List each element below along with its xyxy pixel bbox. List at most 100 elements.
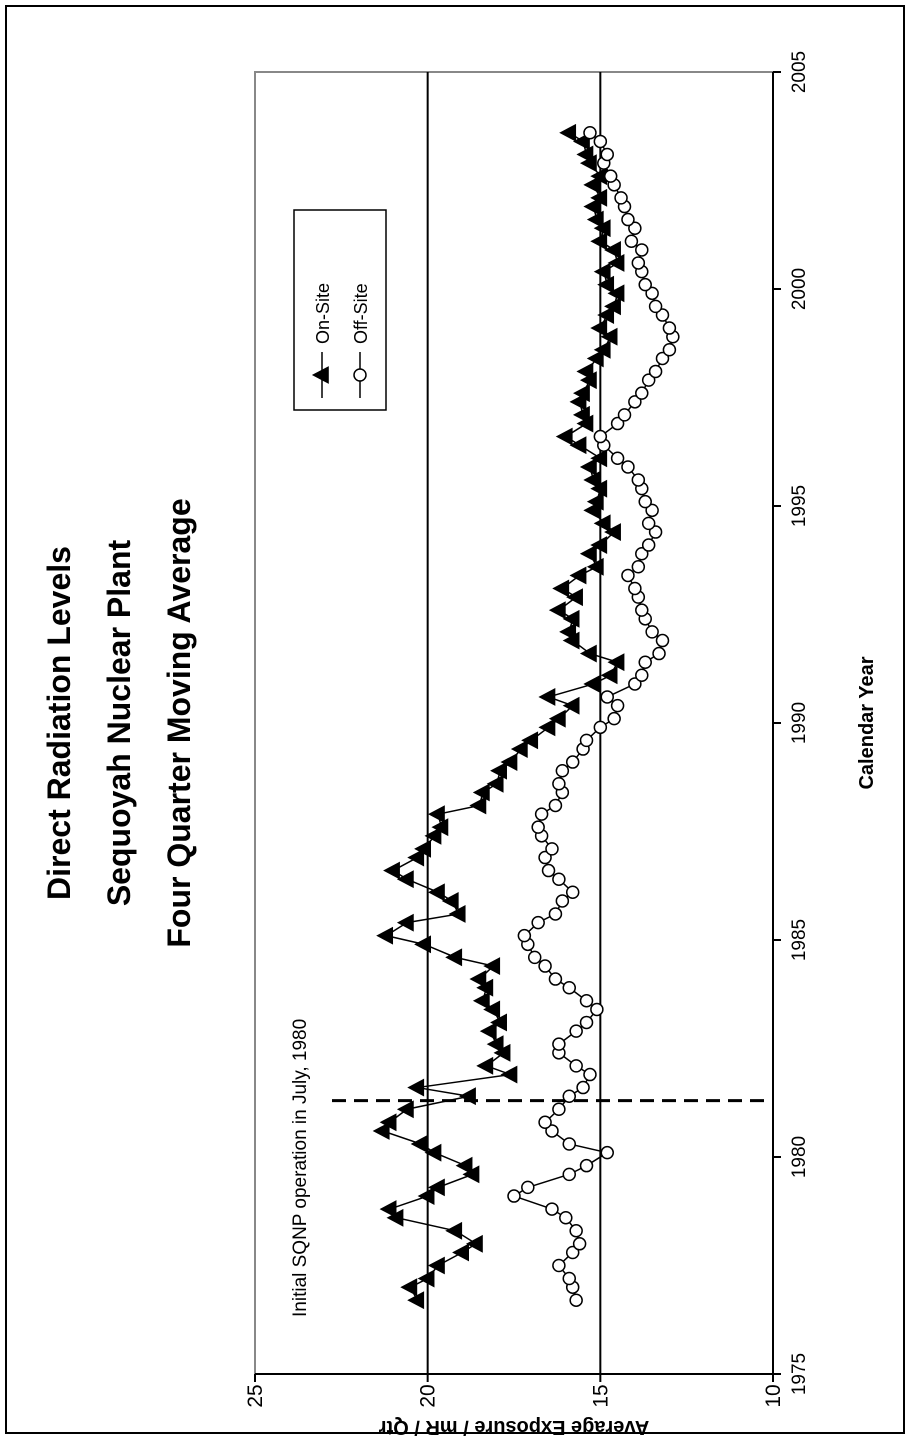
- off-site-point: [552, 872, 566, 886]
- on-site-point: [593, 514, 611, 533]
- on-site-point: [583, 471, 601, 489]
- chart-title: Direct Radiation Levels Sequoyah Nuclear …: [41, 498, 197, 947]
- on-site-point: [607, 284, 625, 303]
- on-site-point: [417, 1187, 435, 1205]
- off-site-point: [655, 351, 670, 366]
- off-site-point: [655, 633, 670, 648]
- off-site-point: [600, 147, 614, 162]
- on-site-point: [441, 892, 459, 910]
- on-site-point: [590, 536, 608, 554]
- off-site-point: [648, 525, 663, 539]
- off-site-point: [641, 516, 656, 531]
- on-site-point: [579, 544, 597, 563]
- on-site-point: [562, 609, 580, 628]
- on-site-point: [414, 935, 432, 954]
- axis-labels: Calendar Year Average Exposure / mR / Qtr: [379, 656, 878, 1438]
- on-site-point: [407, 1291, 425, 1310]
- on-site-point: [424, 1143, 442, 1162]
- off-site-point: [565, 755, 580, 769]
- on-site-point: [586, 210, 604, 229]
- on-site-point: [379, 1113, 397, 1132]
- off-site-series: [507, 126, 680, 1307]
- off-site-point: [534, 807, 549, 821]
- off-site-point: [628, 395, 642, 409]
- on-site-point: [448, 905, 466, 923]
- on-site-point: [445, 1221, 463, 1240]
- y-tick-label: 25: [244, 1384, 267, 1407]
- x-tick-label: 1980: [789, 1136, 810, 1178]
- on-site-point: [590, 449, 608, 468]
- on-site-point: [590, 188, 608, 207]
- off-site-point: [607, 711, 621, 726]
- legend: On-Site Off-Site: [293, 209, 387, 411]
- on-site-point: [559, 622, 577, 641]
- off-site-point: [579, 994, 594, 1008]
- off-site-point: [645, 503, 659, 518]
- off-site-point: [593, 134, 608, 149]
- y-axis-title: Average Exposure / mR / Qtr: [379, 1416, 650, 1438]
- off-site-point: [621, 460, 635, 474]
- off-site-point: [638, 277, 652, 292]
- annotation-text: Initial SQNP operation in July, 1980: [290, 1019, 311, 1317]
- off-site-point: [662, 321, 677, 335]
- off-site-point: [648, 364, 663, 379]
- on-site-point: [579, 458, 597, 476]
- on-site-point: [396, 913, 414, 932]
- off-site-point: [531, 820, 545, 834]
- legend-label: On-Site: [313, 283, 333, 344]
- off-site-point: [565, 885, 580, 900]
- on-site-point: [600, 327, 618, 346]
- off-site-point: [541, 863, 556, 878]
- off-site-point: [610, 698, 625, 713]
- chart-title-line: Four Quarter Moving Average: [161, 498, 197, 947]
- off-site-point: [572, 1237, 587, 1251]
- on-site-point: [383, 861, 400, 880]
- on-site-point: [604, 297, 621, 316]
- off-site-point: [579, 1158, 594, 1173]
- on-site-point: [590, 232, 608, 251]
- on-site-point: [548, 709, 566, 728]
- off-site-point: [631, 256, 646, 270]
- on-site-point: [510, 740, 528, 758]
- on-site-point: [590, 319, 608, 337]
- off-site-point: [545, 842, 559, 856]
- on-site-point: [452, 1243, 469, 1262]
- on-site-point: [472, 991, 490, 1010]
- y-tick-label: 20: [417, 1384, 440, 1407]
- off-site-point: [565, 1245, 580, 1260]
- on-site-point: [559, 123, 577, 142]
- on-site-point: [424, 826, 442, 845]
- x-tick-label: 1995: [789, 485, 810, 527]
- off-site-point: [593, 429, 608, 444]
- off-site-point: [552, 777, 566, 791]
- off-site-point: [600, 690, 614, 704]
- on-site-point: [593, 340, 611, 359]
- off-site-point: [635, 243, 649, 257]
- on-site-point: [427, 1256, 445, 1275]
- on-site-point: [476, 1056, 494, 1075]
- on-site-point: [597, 275, 615, 294]
- on-site-point: [521, 731, 539, 750]
- on-site-point: [607, 653, 625, 672]
- off-site-point: [635, 603, 649, 617]
- on-site-point: [600, 666, 618, 685]
- off-site-point: [621, 568, 635, 583]
- x-axis-title: Calendar Year: [856, 656, 878, 789]
- off-site-point: [579, 1015, 594, 1030]
- off-site-point: [562, 980, 577, 995]
- on-site-point: [459, 1087, 476, 1106]
- on-site-point: [583, 175, 601, 194]
- off-site-point: [559, 1211, 573, 1225]
- off-site-point: [648, 299, 663, 314]
- on-site-point: [583, 675, 601, 693]
- on-site-point: [538, 688, 556, 706]
- on-site-point: [604, 241, 621, 259]
- off-site-point: [517, 928, 532, 943]
- off-site-point: [610, 416, 625, 431]
- on-site-point: [500, 753, 518, 771]
- x-tick-label: 2005: [789, 51, 810, 93]
- on-site-point: [396, 870, 414, 889]
- on-site-point: [548, 601, 566, 620]
